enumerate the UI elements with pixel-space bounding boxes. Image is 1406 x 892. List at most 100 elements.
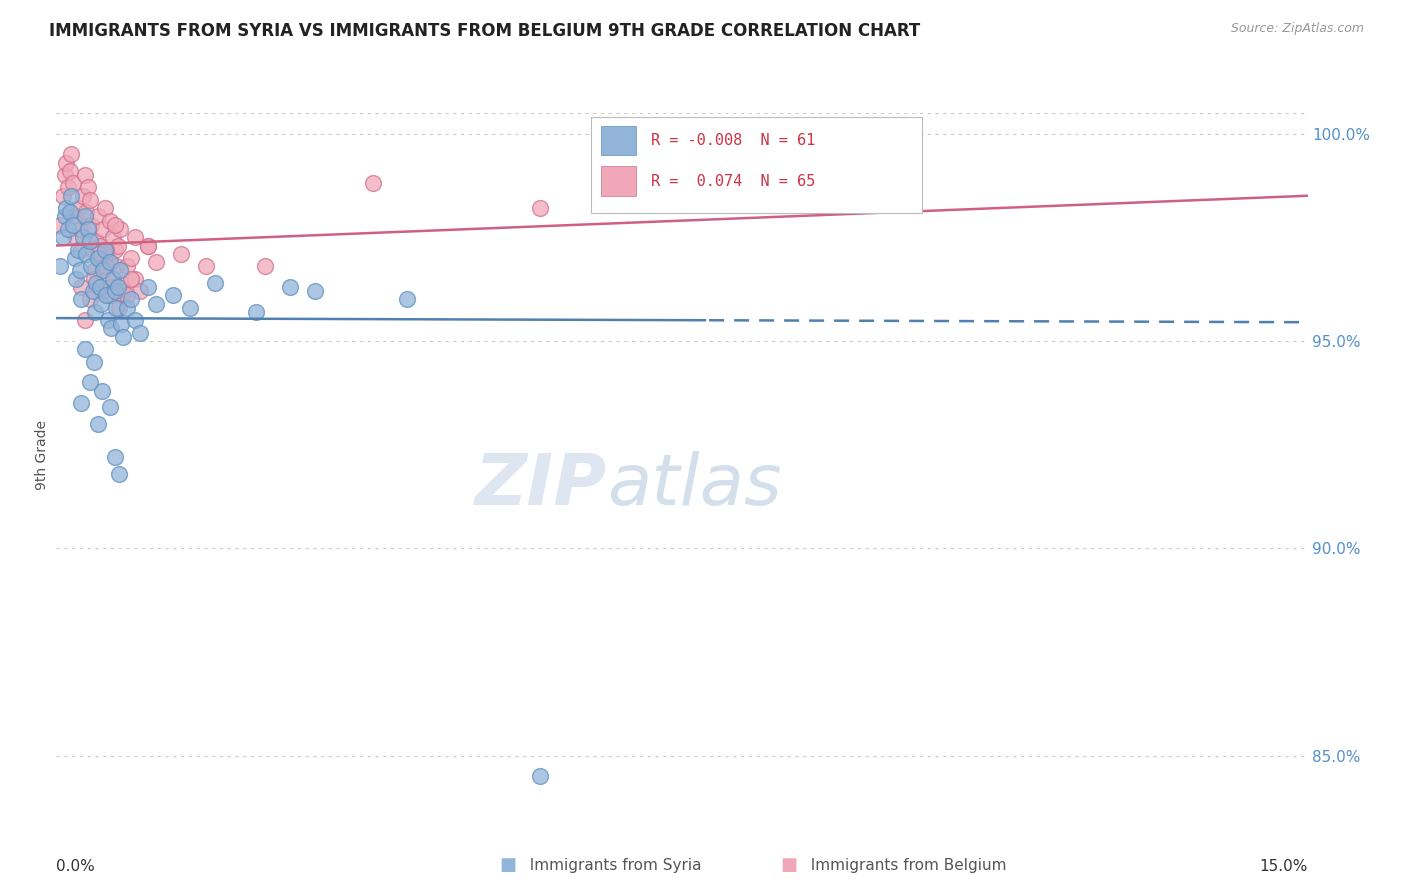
FancyBboxPatch shape: [600, 167, 636, 195]
Point: [120, 293, 142, 307]
Point: [66, 201, 89, 215]
Point: [124, 313, 146, 327]
Point: [83, 305, 105, 319]
Point: [93, 201, 115, 215]
Point: [96, 247, 118, 261]
Point: [65, 230, 87, 244]
Point: [97, 313, 120, 327]
Point: [100, 288, 122, 302]
Point: [66, 243, 89, 257]
Point: [253, 259, 276, 273]
Text: Source: ZipAtlas.com: Source: ZipAtlas.com: [1230, 22, 1364, 36]
Point: [77, 180, 100, 194]
Point: [70, 396, 93, 410]
Point: [69, 263, 91, 277]
FancyBboxPatch shape: [591, 118, 922, 213]
Point: [79, 193, 101, 207]
Point: [72, 188, 94, 202]
Text: ■: ■: [780, 855, 797, 873]
Point: [87, 251, 110, 265]
Point: [124, 230, 146, 244]
Point: [179, 301, 201, 315]
Point: [84, 276, 107, 290]
Point: [89, 280, 111, 294]
Point: [53, 168, 76, 182]
Point: [108, 467, 131, 481]
Point: [83, 354, 105, 368]
Point: [108, 222, 131, 236]
Point: [111, 288, 134, 302]
Point: [98, 255, 121, 269]
Point: [60, 188, 83, 202]
Point: [136, 238, 159, 252]
Text: IMMIGRANTS FROM SYRIA VS IMMIGRANTS FROM BELGIUM 9TH GRADE CORRELATION CHART: IMMIGRANTS FROM SYRIA VS IMMIGRANTS FROM…: [49, 22, 921, 40]
Point: [98, 213, 121, 227]
Point: [65, 271, 87, 285]
Point: [77, 222, 100, 236]
Point: [128, 326, 150, 340]
Point: [101, 230, 124, 244]
Text: Immigrants from Syria: Immigrants from Syria: [520, 858, 702, 872]
Point: [70, 280, 93, 294]
Point: [395, 293, 418, 307]
Y-axis label: 9th Grade: 9th Grade: [35, 420, 49, 490]
Point: [128, 284, 150, 298]
Point: [104, 284, 127, 298]
Point: [96, 288, 118, 302]
Point: [75, 313, 97, 327]
Point: [75, 342, 97, 356]
Point: [60, 147, 83, 161]
Point: [73, 210, 96, 224]
Point: [100, 321, 122, 335]
Point: [83, 271, 105, 285]
Point: [80, 218, 103, 232]
Point: [110, 276, 132, 290]
Point: [108, 301, 131, 315]
Point: [63, 210, 86, 224]
Point: [110, 318, 132, 332]
Point: [108, 263, 131, 277]
Point: [96, 259, 118, 273]
Point: [361, 177, 384, 191]
Point: [120, 271, 142, 285]
Point: [90, 255, 112, 269]
Point: [82, 243, 104, 257]
Point: [70, 293, 93, 307]
Text: 0.0%: 0.0%: [56, 859, 96, 874]
Point: [84, 235, 107, 249]
Text: ■: ■: [499, 855, 516, 873]
Point: [69, 222, 91, 236]
Point: [83, 263, 105, 277]
Text: ZIP: ZIP: [475, 451, 607, 520]
Point: [72, 230, 94, 244]
Point: [195, 259, 218, 273]
Text: Immigrants from Belgium: Immigrants from Belgium: [801, 858, 1007, 872]
Point: [104, 218, 127, 232]
Point: [56, 180, 79, 194]
Point: [75, 205, 97, 219]
Point: [105, 259, 128, 273]
Point: [96, 243, 118, 257]
Point: [104, 450, 127, 464]
Point: [278, 280, 301, 294]
Text: atlas: atlas: [607, 451, 782, 520]
Point: [79, 293, 101, 307]
Point: [90, 296, 112, 310]
Point: [136, 238, 159, 252]
Point: [58, 205, 80, 219]
Point: [107, 238, 129, 252]
Point: [111, 284, 134, 298]
Point: [87, 417, 110, 431]
Point: [91, 384, 114, 398]
Text: 15.0%: 15.0%: [1260, 859, 1308, 874]
Point: [162, 288, 184, 302]
Text: R = -0.008  N = 61: R = -0.008 N = 61: [651, 133, 815, 148]
Point: [63, 251, 86, 265]
Point: [70, 243, 93, 257]
Point: [107, 280, 129, 294]
Point: [91, 222, 114, 236]
Point: [87, 210, 110, 224]
Point: [145, 296, 167, 310]
Point: [55, 201, 77, 215]
Point: [529, 769, 551, 783]
